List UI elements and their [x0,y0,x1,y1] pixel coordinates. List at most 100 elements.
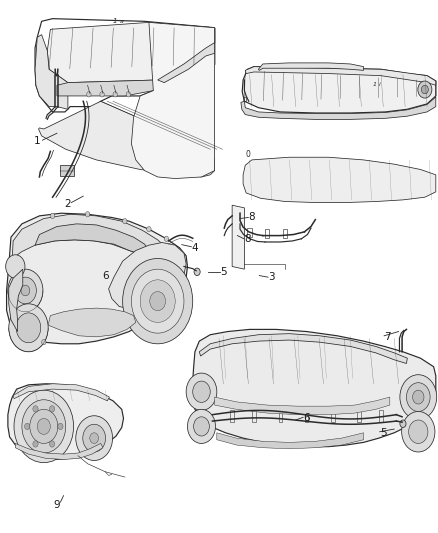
Circle shape [33,406,38,412]
Circle shape [30,409,58,443]
Circle shape [100,92,104,97]
Circle shape [8,269,43,312]
Polygon shape [242,67,436,113]
Bar [331,410,335,422]
Polygon shape [215,397,390,415]
Polygon shape [39,101,215,177]
Polygon shape [12,214,169,260]
Circle shape [418,81,432,98]
Bar [379,410,383,422]
Circle shape [37,418,50,434]
Circle shape [194,268,200,276]
Circle shape [400,420,406,427]
Circle shape [87,92,91,97]
Polygon shape [109,243,186,309]
Circle shape [421,85,428,94]
Circle shape [406,383,430,411]
Polygon shape [9,269,23,332]
Polygon shape [258,63,364,70]
Circle shape [16,313,41,343]
Bar [60,165,74,176]
Circle shape [49,406,55,412]
Circle shape [194,417,209,436]
Text: 2: 2 [64,199,71,208]
Circle shape [402,411,435,452]
Circle shape [140,280,175,322]
Circle shape [409,420,428,443]
Polygon shape [13,384,110,401]
Text: 8: 8 [248,213,255,222]
Polygon shape [35,224,149,255]
Polygon shape [193,329,436,447]
Text: 1: 1 [34,136,41,146]
Text: 6: 6 [102,271,109,280]
Bar [357,410,361,422]
Text: 8: 8 [244,234,251,244]
Circle shape [131,269,184,333]
Circle shape [58,423,63,430]
Text: 0: 0 [245,150,250,159]
Text: 4: 4 [191,243,198,253]
Polygon shape [15,443,103,459]
Text: 5: 5 [220,267,227,277]
Circle shape [14,390,74,463]
Circle shape [85,212,90,217]
Circle shape [50,213,55,219]
Polygon shape [7,213,187,344]
Circle shape [42,340,46,345]
Polygon shape [217,433,364,449]
Bar [265,229,269,238]
Circle shape [22,400,66,453]
Text: 6: 6 [303,414,310,423]
Polygon shape [243,157,436,203]
Bar [305,410,308,422]
Text: i: i [379,82,381,87]
Circle shape [90,433,99,443]
Text: 1: 1 [113,18,117,25]
Circle shape [193,381,210,402]
Circle shape [21,285,30,296]
Circle shape [83,424,106,452]
Circle shape [147,227,151,232]
Text: 3: 3 [268,272,275,282]
Bar [230,410,234,422]
Bar [252,410,256,422]
Circle shape [123,219,127,224]
Circle shape [164,236,169,241]
Text: a: a [120,19,124,24]
Circle shape [187,409,215,443]
Polygon shape [158,43,215,83]
Polygon shape [8,384,124,459]
Circle shape [25,423,30,430]
Polygon shape [199,334,407,364]
Polygon shape [35,35,68,109]
Polygon shape [57,80,158,96]
Circle shape [413,390,424,404]
Polygon shape [48,308,136,337]
Text: 5: 5 [380,428,387,438]
Polygon shape [131,22,215,179]
Circle shape [14,277,36,304]
Bar [283,229,287,238]
Text: 7: 7 [384,332,391,342]
Bar [247,228,252,237]
Bar [279,410,282,422]
Circle shape [113,92,117,97]
Circle shape [150,292,166,311]
Circle shape [9,304,48,352]
Circle shape [6,255,25,278]
Text: 1: 1 [372,82,377,87]
Polygon shape [245,67,436,85]
Circle shape [49,441,55,447]
Polygon shape [241,97,436,119]
Polygon shape [232,205,244,269]
Polygon shape [47,22,215,83]
Circle shape [400,375,437,419]
Text: 0: 0 [242,98,247,103]
Circle shape [126,92,131,97]
Circle shape [123,259,193,344]
Circle shape [76,416,113,461]
Circle shape [186,373,217,410]
Text: 9: 9 [53,500,60,510]
Circle shape [33,441,38,447]
